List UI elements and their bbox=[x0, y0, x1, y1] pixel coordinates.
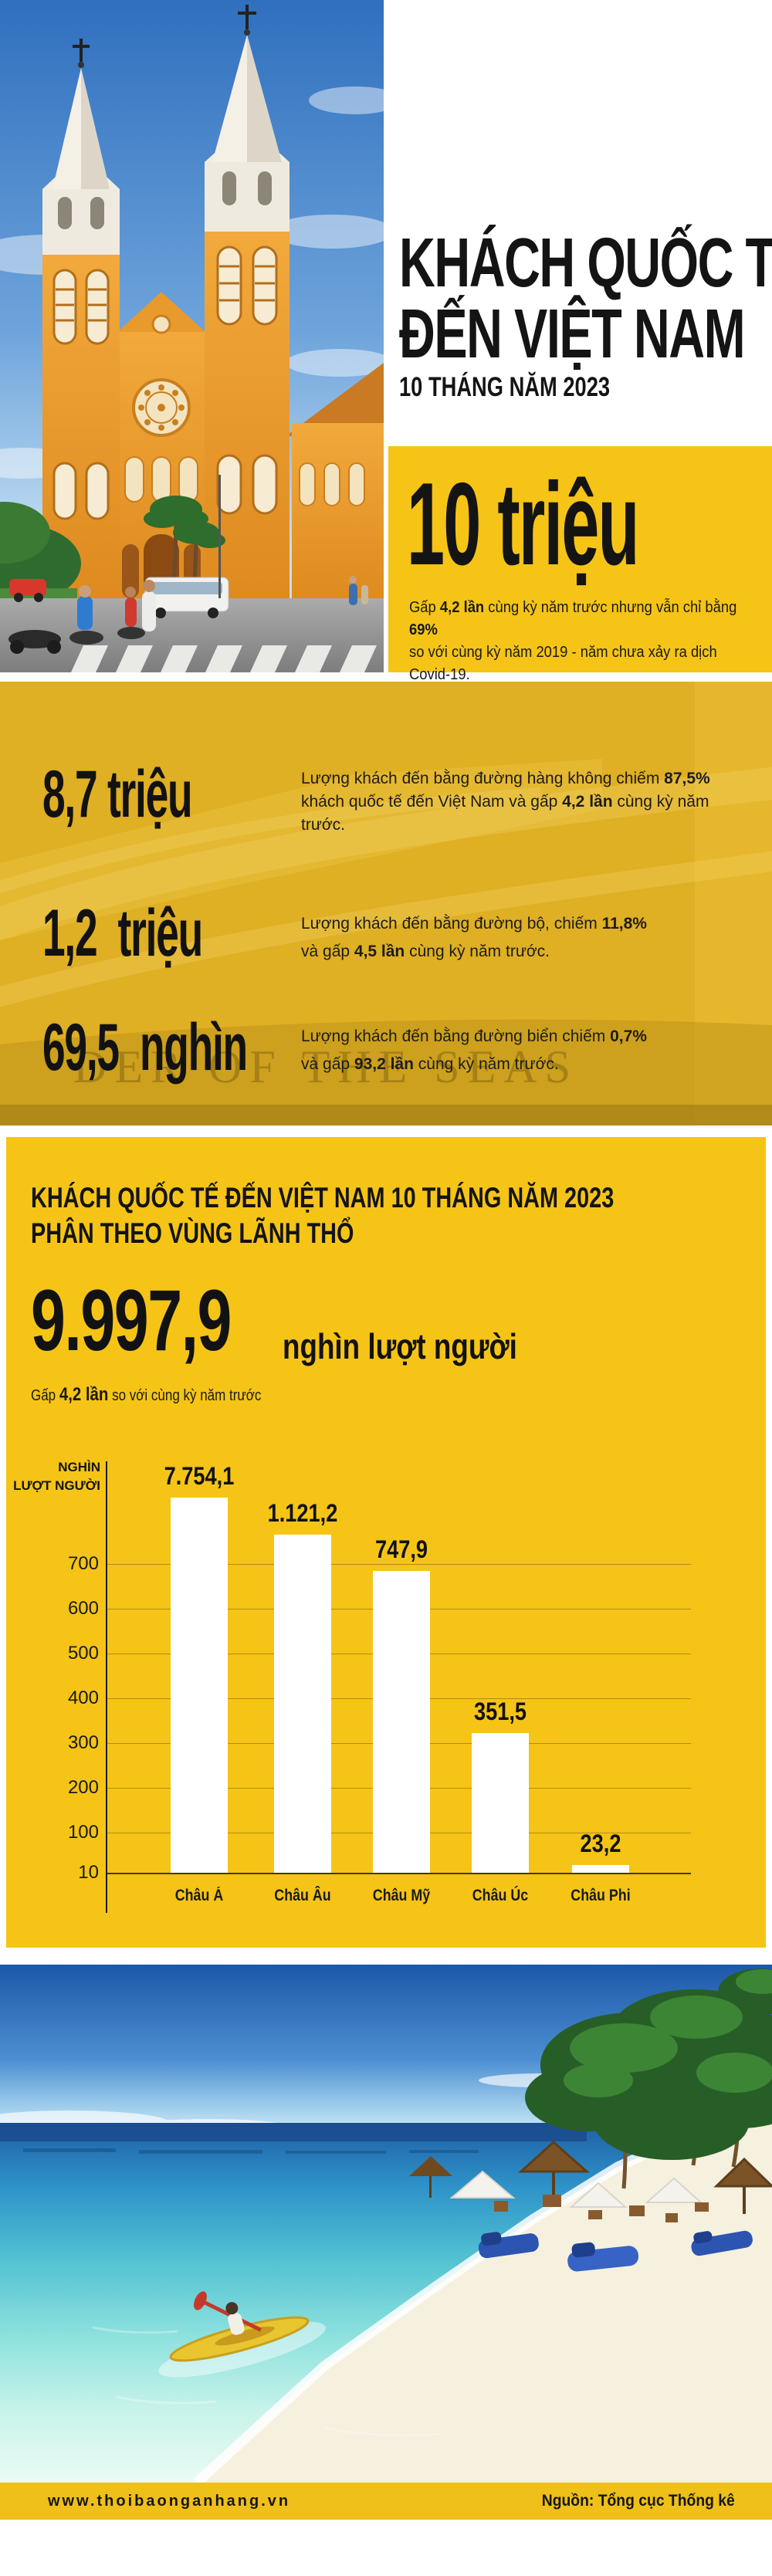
bar-category-label: Châu Phi bbox=[571, 1887, 631, 1904]
sea-arrivals-value: 69,5 nghìn bbox=[42, 1010, 248, 1085]
palm-trees bbox=[525, 1968, 772, 2189]
cathedral-facade bbox=[116, 292, 207, 598]
white-tents bbox=[449, 2170, 703, 2208]
bar bbox=[472, 1733, 529, 1873]
gridline bbox=[107, 1563, 691, 1565]
region-note: Gấp 4,2 lần so với cùng kỳ năm trước bbox=[31, 1384, 262, 1405]
flag-pole bbox=[218, 475, 221, 598]
bar-category-label: Châu Úc bbox=[472, 1887, 529, 1904]
motorbikes-and-people bbox=[8, 576, 368, 654]
bar-value-label: 7.754,1 bbox=[164, 1462, 235, 1490]
cathedral-photo bbox=[0, 0, 384, 672]
cathedral-side-wing bbox=[286, 363, 384, 601]
road-arrivals-desc: Lượng khách đến bằng đường bộ, chiếm 11,… bbox=[301, 915, 647, 960]
y-axis-line bbox=[106, 1461, 107, 1913]
bar-value-label: 747,9 bbox=[374, 1535, 428, 1563]
chart-section-title-line1: KHÁCH QUỐC TẾ ĐẾN VIỆT NAM 10 THÁNG NĂM … bbox=[31, 1182, 615, 1214]
bar bbox=[373, 1570, 430, 1873]
y-tick-label: 500 bbox=[67, 1642, 99, 1664]
footer-bar: www.thoibaonganhang.vn Nguồn: Tổng cục T… bbox=[0, 2483, 772, 2520]
total-visitors-value: 10 triệu bbox=[407, 459, 639, 590]
cathedral-right-tower bbox=[205, 5, 290, 598]
air-arrivals-value: 8,7 triệu bbox=[42, 757, 193, 831]
bar-category-label: Châu Âu bbox=[274, 1887, 331, 1904]
road-arrivals-value: 1,2 triệu bbox=[42, 896, 203, 970]
bar bbox=[274, 1535, 331, 1873]
reef-line bbox=[23, 2148, 479, 2154]
y-axis-unit-line1: NGHÌN bbox=[58, 1460, 100, 1474]
bar bbox=[572, 1865, 629, 1873]
bar-value-label: 1.121,2 bbox=[267, 1499, 338, 1527]
y-tick-label: 200 bbox=[67, 1776, 99, 1798]
bar-category-label: Châu Á bbox=[174, 1887, 224, 1904]
region-total-value: 9.997,9 bbox=[31, 1272, 232, 1369]
beach-photo bbox=[0, 1965, 772, 2483]
footer-website: www.thoibaonganhang.vn bbox=[48, 2493, 291, 2510]
y-tick-label: 300 bbox=[67, 1731, 99, 1753]
kayaker bbox=[158, 2291, 326, 2378]
bar bbox=[171, 1498, 228, 1873]
blue-loungers bbox=[478, 2230, 753, 2272]
y-axis-unit-label: NGHÌN LƯỢT NGƯỜI bbox=[6, 1458, 100, 1495]
y-tick-label: 600 bbox=[67, 1597, 99, 1619]
transport-section: DER OF THE SEAS 8,7 triệu Lượng khách đế… bbox=[0, 682, 772, 1126]
y-axis-unit-line2: LƯỢT NGƯỜI bbox=[13, 1478, 100, 1493]
chart-section-title-line2: PHÂN THEO VÙNG LÃNH THỔ bbox=[31, 1217, 354, 1249]
air-arrivals-desc: Lượng khách đến bằng đường hàng không ch… bbox=[301, 770, 710, 834]
page-subtitle: 10 THÁNG NĂM 2023 bbox=[399, 372, 611, 402]
bar-value-label: 351,5 bbox=[473, 1698, 527, 1725]
total-visitors-note: Gấp 4,2 lần cùng kỳ năm trước nhưng vẫn … bbox=[409, 599, 737, 683]
thatch-umbrellas bbox=[409, 2140, 772, 2214]
region-chart-section: KHÁCH QUỐC TẾ ĐẾN VIỆT NAM 10 THÁNG NĂM … bbox=[6, 1137, 766, 1948]
y-tick-label: 700 bbox=[67, 1552, 99, 1574]
y-tick-label: 10 bbox=[78, 1862, 99, 1883]
water-ripples bbox=[92, 2326, 441, 2437]
y-tick-label: 100 bbox=[67, 1821, 99, 1843]
region-total-unit: nghìn lượt người bbox=[283, 1326, 517, 1366]
page-title-line1: KHÁCH QUỐC TẾ bbox=[399, 225, 772, 302]
bar-category-label: Châu Mỹ bbox=[372, 1887, 431, 1904]
bar-value-label: 23,2 bbox=[580, 1830, 621, 1857]
crosswalk bbox=[71, 645, 377, 672]
x-axis-baseline bbox=[107, 1873, 691, 1874]
y-tick-label: 400 bbox=[67, 1687, 99, 1708]
sand bbox=[197, 2115, 772, 2483]
beach-furniture bbox=[494, 2195, 709, 2222]
page-title-line2: ĐẾN VIỆT NAM bbox=[399, 296, 746, 373]
sea-arrivals-desc: Lượng khách đến bằng đường biển chiếm 0,… bbox=[301, 1027, 647, 1073]
ship-name-watermark: DER OF THE SEAS bbox=[73, 1041, 578, 1092]
sea-horizon bbox=[0, 2123, 587, 2141]
cruise-ship-watermark-art bbox=[0, 682, 772, 1126]
bar-chart: NGHÌN LƯỢT NGƯỜI 700 600 500 400 300 200 100 10… bbox=[6, 1137, 766, 1948]
red-car bbox=[9, 579, 46, 596]
total-visitors-box: 10 triệu Gấp 4,2 lần cùng kỳ năm trước n… bbox=[388, 446, 772, 683]
street-scene bbox=[0, 475, 384, 672]
footer-source: Nguồn: Tổng cục Thống kê bbox=[541, 2492, 735, 2510]
